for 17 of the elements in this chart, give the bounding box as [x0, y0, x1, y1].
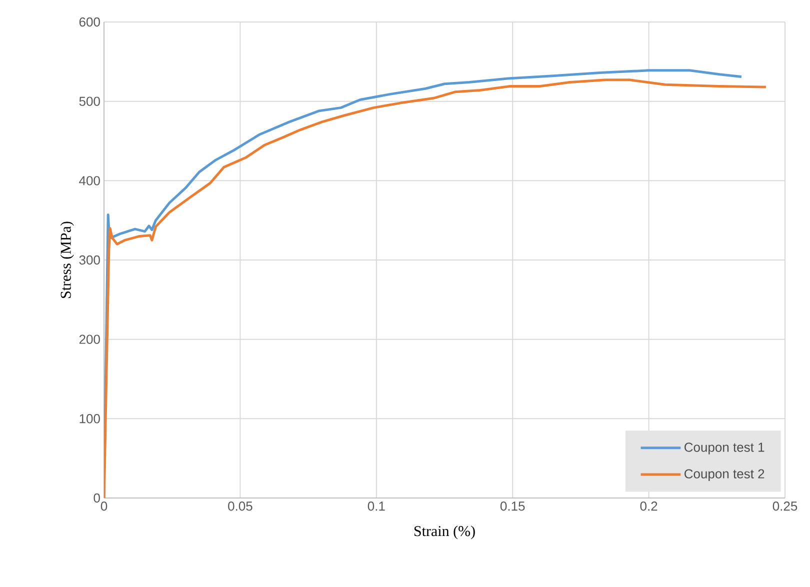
x-tick-label: 0.05	[228, 502, 252, 511]
y-axis-title: Stress (MPa)	[60, 222, 74, 298]
y-tick-label: 400	[79, 176, 100, 186]
x-tick-label: 0.25	[772, 502, 798, 511]
legend-label: Coupon test 2	[684, 469, 764, 481]
x-tick-label: 0.1	[368, 502, 385, 511]
x-tick-label: 0.15	[500, 502, 525, 511]
y-tick-label: 0	[94, 493, 100, 503]
x-tick-label: 0	[100, 502, 108, 511]
y-tick-label: 600	[79, 17, 100, 27]
x-axis-title: Strain (%)	[414, 526, 475, 540]
y-tick-label: 100	[80, 414, 100, 424]
legend-label: Coupon test 1	[684, 442, 764, 454]
y-tick-label: 500	[79, 96, 100, 106]
y-tick-label: 200	[79, 334, 100, 344]
x-tick-label: 0.2	[640, 502, 658, 511]
y-tick-label: 300	[79, 255, 100, 265]
